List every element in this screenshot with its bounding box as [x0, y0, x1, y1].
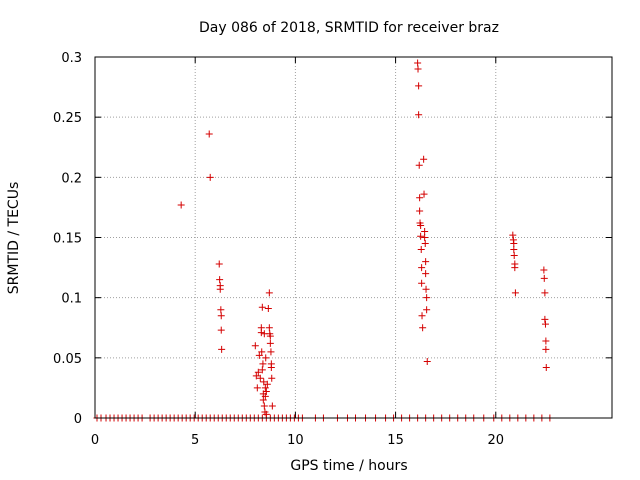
data-point — [415, 82, 423, 90]
data-point — [255, 351, 263, 359]
data-point — [422, 258, 430, 266]
data-point — [542, 345, 550, 353]
data-point — [416, 194, 424, 202]
data-point — [510, 252, 518, 260]
data-point — [259, 360, 267, 368]
data-point — [419, 324, 427, 332]
data-point — [215, 260, 223, 268]
data-point — [268, 374, 276, 382]
data-point — [205, 130, 213, 138]
grid-lines — [95, 57, 612, 418]
y-tick-label: 0.15 — [53, 232, 82, 247]
data-point — [260, 378, 268, 386]
data-point — [417, 246, 425, 254]
data-point — [267, 363, 275, 371]
data-point — [262, 354, 270, 362]
y-tick-label: 0 — [74, 412, 82, 427]
data-point — [414, 65, 422, 73]
data-point — [417, 221, 425, 229]
y-tick-label: 0.3 — [61, 51, 82, 66]
data-point — [254, 368, 262, 376]
x-axis-label: GPS time / hours — [290, 458, 407, 474]
data-point — [217, 326, 225, 334]
data-point — [266, 339, 274, 347]
data-point — [511, 264, 519, 272]
data-point — [542, 363, 550, 371]
data-point — [261, 392, 269, 400]
chart-title: Day 086 of 2018, SRMTID for receiver bra… — [199, 20, 499, 36]
axis-ticks — [94, 56, 612, 419]
data-point — [218, 345, 226, 353]
data-point — [252, 372, 260, 380]
data-point — [421, 234, 429, 241]
data-point — [418, 312, 426, 320]
data-point — [258, 303, 266, 311]
data-point — [509, 231, 517, 239]
y-tick-label: 0.2 — [61, 171, 82, 186]
data-point — [541, 289, 549, 297]
data-point — [263, 380, 271, 388]
data-point — [265, 324, 273, 332]
y-tick-label: 0.05 — [53, 352, 82, 367]
data-point — [422, 270, 430, 278]
data-point — [418, 279, 426, 287]
data-point — [266, 332, 274, 340]
data-point — [541, 320, 549, 328]
data-point — [268, 402, 276, 410]
data-point — [264, 304, 272, 312]
y-tick-label: 0.1 — [61, 292, 82, 307]
data-point — [510, 240, 518, 248]
data-point — [261, 384, 269, 392]
x-tick-label: 20 — [488, 433, 505, 448]
y-tick-label: 0.25 — [53, 111, 82, 126]
data-point — [216, 276, 224, 284]
data-point — [542, 337, 550, 345]
x-tick-label: 10 — [287, 433, 304, 448]
y-axis-label: SRMTID / TECUs — [6, 182, 22, 295]
data-point — [257, 324, 265, 332]
data-point — [540, 274, 548, 282]
data-point — [256, 374, 264, 382]
data-point — [415, 111, 423, 119]
data-point — [416, 207, 424, 215]
data-point — [206, 173, 214, 181]
data-point — [423, 294, 431, 302]
data-point — [216, 285, 224, 293]
x-tick-label: 5 — [191, 433, 199, 448]
data-point — [217, 312, 225, 320]
data-point — [421, 240, 429, 248]
data-point — [422, 285, 430, 293]
x-tick-label: 0 — [91, 433, 99, 448]
data-point — [511, 289, 519, 297]
x-tick-label: 15 — [387, 433, 404, 448]
data-point — [420, 155, 428, 163]
data-point — [421, 227, 429, 235]
data-point — [420, 190, 428, 198]
data-point — [258, 366, 266, 374]
data-point — [541, 315, 549, 323]
data-point — [418, 264, 426, 272]
data-point — [251, 342, 259, 350]
data-point — [260, 402, 268, 410]
data-point — [259, 396, 267, 404]
data-point — [415, 161, 423, 169]
data-point — [177, 201, 185, 209]
data-points — [93, 59, 554, 422]
data-point — [510, 246, 518, 254]
data-point — [267, 348, 275, 356]
data-point — [540, 266, 548, 274]
y-tick-labels: 0 0.05 0.1 0.15 0.2 0.25 0.3 — [53, 51, 82, 427]
data-point — [414, 59, 422, 67]
data-point — [253, 384, 261, 392]
data-point — [265, 289, 273, 297]
data-point — [423, 306, 431, 314]
data-point — [217, 306, 225, 314]
data-point — [262, 388, 270, 396]
data-point — [423, 357, 431, 365]
data-point — [417, 232, 425, 240]
x-tick-labels: 0 5 10 15 20 — [91, 433, 504, 448]
data-point — [258, 348, 266, 356]
